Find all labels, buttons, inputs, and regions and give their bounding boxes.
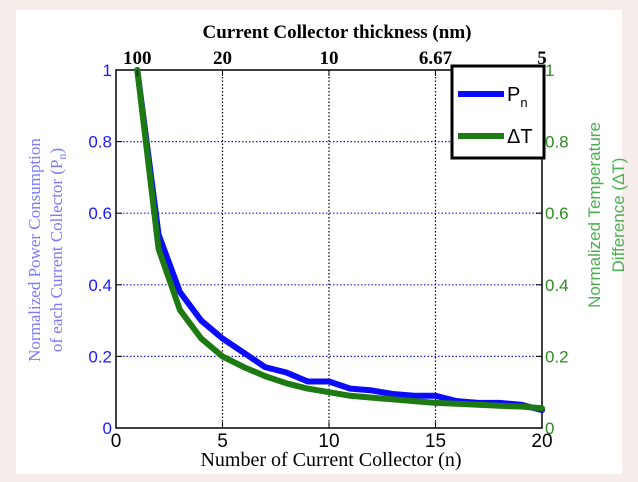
right-y-tick-label: 0.2 bbox=[545, 347, 569, 366]
top-axis-title: Current Collector thickness (nm) bbox=[203, 22, 472, 43]
left-y-tick-label: 0.4 bbox=[88, 276, 112, 295]
left-y-tick-label: 0.8 bbox=[88, 133, 112, 152]
legend-box bbox=[450, 64, 546, 160]
left-axis-label-subscript: n bbox=[55, 154, 69, 160]
top-tick-label: 5 bbox=[537, 48, 547, 69]
top-tick-label: 100 bbox=[123, 48, 152, 69]
right-y-tick-label: 0.4 bbox=[545, 276, 569, 295]
legend-label-pn-subscript: n bbox=[520, 95, 527, 110]
right-y-tick-label: 0 bbox=[545, 419, 554, 438]
left-y-tick-label: 0 bbox=[103, 419, 112, 438]
x-tick-label: 15 bbox=[425, 431, 446, 452]
series-layer bbox=[134, 67, 545, 414]
right-axis-label-line-1: Normalized Temperature bbox=[585, 122, 604, 308]
right-y-tick-label: 1 bbox=[545, 61, 554, 80]
top-tick-label: 6.67 bbox=[419, 48, 453, 69]
legend-label-delta-t: ΔT bbox=[507, 126, 533, 148]
top-tick-label: 10 bbox=[320, 48, 339, 69]
left-y-tick-label: 0.2 bbox=[88, 347, 112, 366]
right-y-tick-label: 0.8 bbox=[545, 133, 569, 152]
x-tick-label: 5 bbox=[217, 431, 228, 452]
right-y-tick-label: 0.6 bbox=[545, 204, 569, 223]
left-axis-label-line-1: Normalized Power Consumption bbox=[25, 138, 44, 362]
top-tick-label: 20 bbox=[213, 48, 232, 69]
x-axis-label: Number of Current Collector (n) bbox=[200, 449, 461, 471]
x-tick-label: 10 bbox=[318, 431, 339, 452]
legend: Pn ΔT bbox=[450, 64, 546, 160]
legend-label-pn-main: P bbox=[507, 84, 520, 106]
left-y-tick-label: 0.6 bbox=[88, 204, 112, 223]
series-line-delta-t bbox=[134, 67, 545, 412]
left-axis-label-text: of each Current Collector (P bbox=[47, 160, 66, 353]
x-tick-label: 20 bbox=[531, 431, 552, 452]
left-y-tick-label: 1 bbox=[103, 61, 112, 80]
right-axis-label-line-2: Difference (ΔT) bbox=[609, 158, 628, 273]
x-tick-label: 0 bbox=[111, 431, 122, 452]
left-axis-label-line-2: of each Current Collector (Pn) bbox=[47, 148, 69, 352]
legend-label-pn: Pn bbox=[507, 84, 528, 110]
left-axis-label-close: ) bbox=[47, 148, 66, 154]
